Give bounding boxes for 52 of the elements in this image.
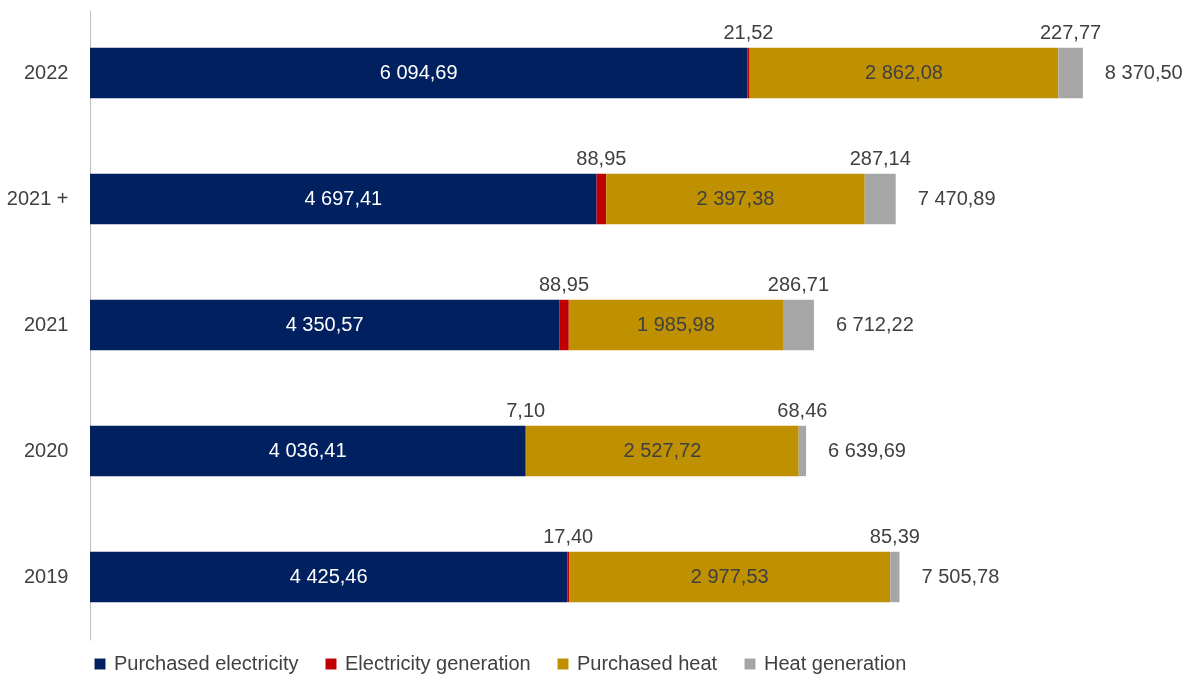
y-tick-label: 2021 + [6, 187, 69, 209]
data-label: 88,95 [538, 273, 590, 295]
legend-label: Electricity generation [345, 652, 531, 674]
data-label: 227,77 [1039, 21, 1102, 43]
text: 8 370,50 [1104, 61, 1183, 83]
bar [596, 173, 607, 225]
bar [90, 425, 526, 477]
data-label: 7,10 [506, 399, 546, 421]
bar [526, 425, 799, 477]
bar [1058, 47, 1083, 99]
bar [749, 47, 1059, 99]
legend-label: Purchased electricity [114, 652, 299, 674]
bar [569, 551, 891, 603]
y-tick-label: 2021 [24, 313, 69, 335]
data-label: 6 094,69 [379, 61, 458, 83]
y-tick-label: 2022 [24, 61, 69, 83]
annotation: 6 639,69 [828, 439, 906, 461]
data-label: 2 527,72 [623, 439, 702, 461]
annotation: 7 505,78 [921, 565, 1000, 587]
annotation: 7 470,89 [917, 187, 996, 209]
bar [559, 299, 569, 351]
data-label: 286,71 [767, 273, 830, 295]
bar [798, 425, 807, 477]
bar [747, 47, 750, 99]
data-label: 88,95 [576, 147, 627, 169]
data-label: 85,39 [869, 525, 920, 547]
bar [90, 299, 560, 351]
bar [90, 551, 568, 603]
bar [90, 173, 597, 225]
data-label: 4 425,46 [289, 565, 368, 587]
annotation: 6 712,22 [835, 313, 914, 335]
legend-label: Heat generation [764, 652, 907, 674]
bar [568, 299, 783, 351]
bar [90, 47, 748, 99]
bar [606, 173, 865, 225]
data-label: 2 397,38 [696, 187, 775, 209]
data-label: 4 697,41 [304, 187, 383, 209]
data-label: 1 985,98 [636, 313, 715, 335]
bar [864, 173, 896, 225]
data-label: 2 862,08 [865, 61, 943, 83]
data-label: 2 977,53 [690, 565, 769, 587]
data-label: 17,40 [543, 525, 594, 547]
data-label: 68,46 [777, 399, 828, 421]
data-label: 287,14 [849, 147, 911, 169]
data-label: 4 036,41 [268, 439, 347, 461]
data-label: 4 350,57 [285, 313, 364, 335]
legend-label: Purchased heat [577, 652, 718, 674]
data-label: 21,52 [723, 21, 774, 43]
bar [782, 299, 814, 351]
bar [890, 551, 900, 603]
y-tick-label: 2020 [24, 439, 69, 461]
y-tick-label: 2019 [24, 565, 69, 587]
